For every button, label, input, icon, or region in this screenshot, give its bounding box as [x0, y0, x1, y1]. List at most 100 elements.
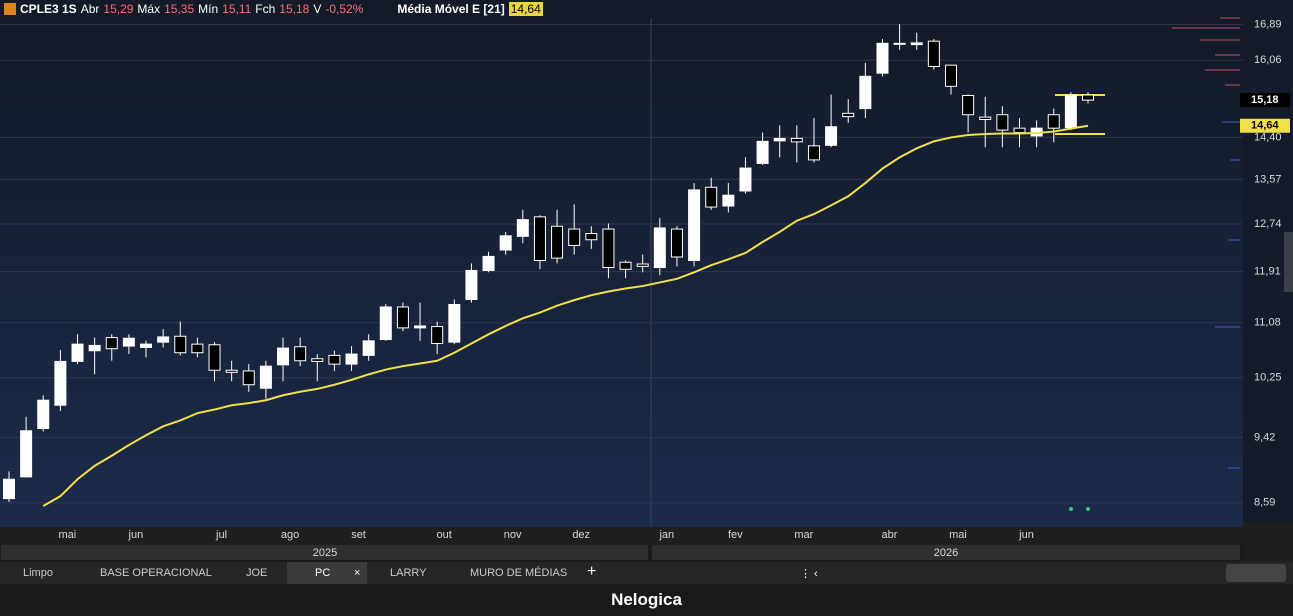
- candle-body: [362, 340, 375, 356]
- candle-body: [807, 145, 820, 161]
- year-bar: [652, 545, 1240, 560]
- price-tag-label: 14,64: [1251, 120, 1279, 132]
- candle-body: [670, 228, 683, 258]
- candle-body: [996, 114, 1009, 131]
- x-tick-label: jul: [215, 529, 227, 541]
- x-tick-label: jan: [658, 529, 674, 541]
- candle-body: [705, 186, 718, 208]
- candle-body: [1082, 94, 1094, 101]
- tab[interactable]: BASE OPERACIONAL: [100, 567, 212, 579]
- tab-active[interactable]: PC: [287, 562, 367, 584]
- candle-body: [174, 335, 187, 354]
- candle-body: [636, 263, 649, 267]
- candle-body: [37, 399, 50, 430]
- brand: Nelogica: [611, 590, 682, 609]
- candle-body: [140, 343, 153, 348]
- y-tick-label: 11,91: [1254, 266, 1281, 278]
- chart-header: CPLE3 1S Abr 15,29 Máx 15,35 Mín 15,11 Fch 1…: [4, 2, 543, 16]
- y-tick-label: 10,25: [1254, 372, 1282, 384]
- candle-body: [962, 94, 975, 116]
- candle-body: [825, 126, 838, 146]
- candle-body: [585, 233, 598, 241]
- corner: [1243, 522, 1293, 562]
- candle-body: [345, 353, 358, 365]
- y-tick-label: 14,40: [1254, 131, 1282, 143]
- candle-body: [790, 137, 803, 143]
- candle-body: [944, 64, 957, 87]
- y-tick-label: 9,42: [1254, 431, 1275, 443]
- signal-dot: [1069, 507, 1073, 511]
- candle-body: [448, 303, 461, 343]
- candle-body: [482, 255, 495, 271]
- tab[interactable]: LARRY: [390, 567, 427, 579]
- candle-body: [653, 227, 666, 269]
- candle-body: [122, 337, 135, 347]
- low-label: Mín: [198, 2, 219, 16]
- candle-body: [242, 370, 255, 386]
- candle-body: [431, 326, 444, 344]
- candle-body: [568, 228, 581, 246]
- tab[interactable]: JOE: [246, 567, 268, 579]
- year-label: 2025: [313, 547, 337, 559]
- button[interactable]: [1226, 564, 1286, 582]
- y-tick-label: 12,74: [1254, 218, 1282, 230]
- year-label: 2026: [934, 547, 958, 559]
- close: 15,18: [279, 2, 310, 16]
- x-tick-label: abr: [882, 529, 898, 541]
- candle-body: [516, 219, 529, 237]
- candle-body: [876, 42, 889, 74]
- candle-body: [859, 75, 872, 110]
- candle-body: [88, 344, 101, 352]
- candle-body: [225, 369, 238, 373]
- x-tick-label: ago: [281, 529, 299, 541]
- y-tick-label: 16,89: [1254, 19, 1282, 31]
- open-label: Abr: [80, 2, 100, 16]
- signal-dot: [1086, 507, 1090, 511]
- tab[interactable]: MURO DE MÉDIAS: [470, 567, 568, 579]
- candle-body: [619, 261, 632, 270]
- side-handle[interactable]: [1284, 232, 1293, 292]
- add-tab[interactable]: +: [587, 563, 597, 580]
- high: 15,35: [164, 2, 195, 16]
- candle-body: [259, 365, 272, 389]
- indicator: Média Móvel E [21]: [397, 2, 505, 16]
- candle-body: [465, 269, 478, 301]
- x-tick-label: dez: [572, 529, 590, 541]
- candle-body: [499, 235, 512, 251]
- x-tick-label: fev: [728, 529, 743, 541]
- x-tick-label: jun: [128, 529, 144, 541]
- candle-body: [602, 228, 615, 269]
- y-tick-label: 13,57: [1254, 173, 1282, 185]
- price-tag: [1240, 93, 1290, 108]
- candle-body: [739, 167, 752, 192]
- price-tag: [1240, 118, 1290, 133]
- candle-body: [191, 343, 204, 354]
- close-tab[interactable]: ×: [354, 567, 361, 579]
- close-label: Fch: [255, 2, 276, 16]
- candle-body: [1047, 114, 1060, 129]
- candle-body: [328, 354, 341, 365]
- symbol: CPLE3 1S: [20, 2, 77, 16]
- candle-body: [157, 336, 170, 343]
- candle-body: [910, 42, 923, 46]
- x-tick-label: mar: [794, 529, 813, 541]
- candle-body: [20, 430, 33, 478]
- candle-body: [1064, 94, 1077, 129]
- candle-body: [396, 306, 409, 329]
- candle-body: [277, 347, 290, 366]
- candle-body: [294, 346, 307, 362]
- candle-body: [311, 358, 324, 362]
- candle-body: [756, 140, 769, 164]
- icon: [4, 3, 16, 15]
- footer: Nelogica: [0, 584, 1293, 616]
- x-tick-label: out: [437, 529, 452, 541]
- candle-body: [842, 112, 855, 118]
- y-tick-label: 11,08: [1254, 317, 1281, 329]
- tab[interactable]: Limpo: [23, 567, 53, 579]
- volume-profile: [1172, 17, 1240, 469]
- x-tick-label: mai: [949, 529, 967, 541]
- menu[interactable]: ⋮ ‹: [800, 568, 818, 580]
- candle-body: [722, 194, 735, 207]
- open: 15,29: [103, 2, 134, 16]
